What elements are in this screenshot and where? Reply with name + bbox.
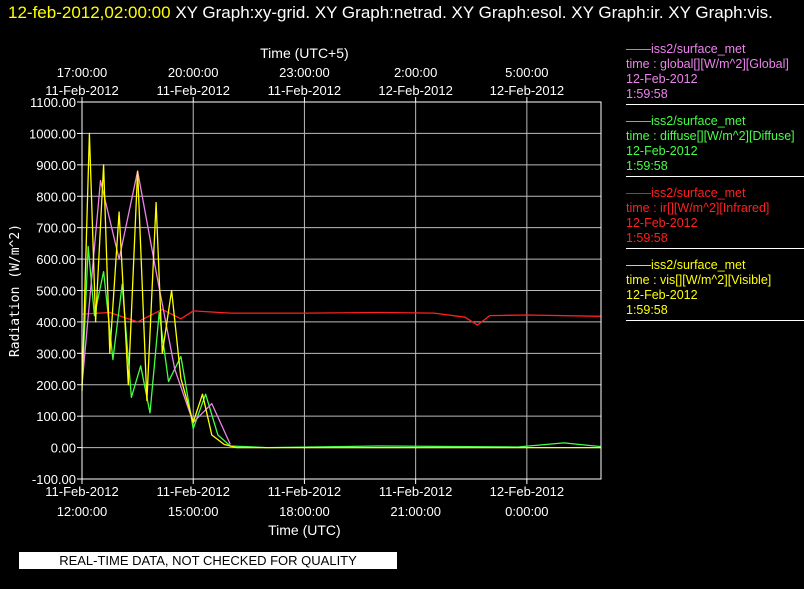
legend-text: ——iss2/surface_met — [626, 42, 746, 56]
top-tick-date: 12-Feb-2012 — [378, 83, 452, 98]
top-tick-time: 23:00:00 — [279, 65, 330, 80]
quality-disclaimer: REAL-TIME DATA, NOT CHECKED FOR QUALITY — [19, 552, 397, 569]
legend-text: 12-Feb-2012 — [626, 216, 698, 230]
top-axis-title: Time (UTC+5) — [260, 45, 349, 61]
legend-entry-2: ——iss2/surface_met time : ir[][W/m^2][Inf… — [626, 186, 804, 249]
legend-separator — [626, 248, 804, 249]
legend-separator — [626, 104, 804, 105]
top-tick-time: 20:00:00 — [168, 65, 219, 80]
y-tick-label: 1000.00 — [29, 126, 76, 141]
legend-text: 12-Feb-2012 — [626, 288, 698, 302]
legend-text: time : vis[][W/m^2][Visible] — [626, 273, 772, 287]
y-tick-label: 700.00 — [36, 221, 76, 236]
bottom-tick-time: 0:00:00 — [505, 504, 548, 519]
legend: ——iss2/surface_met time : global[][W/m^2]… — [626, 42, 804, 330]
legend-separator — [626, 320, 804, 321]
y-tick-label: 900.00 — [36, 158, 76, 173]
series-line-diffuse — [81, 245, 602, 449]
title-datetime: 12-feb-2012,02:00:00 — [8, 3, 171, 22]
plot-frame — [81, 101, 602, 480]
legend-entry-3: ——iss2/surface_met time : vis[][W/m^2][Vi… — [626, 258, 804, 321]
top-tick-time: 5:00:00 — [505, 65, 548, 80]
bottom-tick-date: 11-Feb-2012 — [268, 484, 341, 499]
legend-text: time : global[][W/m^2][Global] — [626, 57, 789, 71]
legend-separator — [626, 176, 804, 177]
y-tick-label: -100.00 — [32, 472, 76, 487]
y-tick-label: 500.00 — [36, 284, 76, 299]
y-tick-label: 300.00 — [36, 346, 76, 361]
bottom-axis-title: Time (UTC) — [268, 522, 341, 538]
series-line-ir — [81, 308, 602, 326]
bottom-tick-date: 12-Feb-2012 — [490, 484, 564, 499]
legend-text: ——iss2/surface_met — [626, 258, 746, 272]
legend-text: 1:59:58 — [626, 231, 668, 245]
y-tick-label: 600.00 — [36, 252, 76, 267]
legend-text: 1:59:58 — [626, 87, 668, 101]
bottom-tick-time: 21:00:00 — [390, 504, 441, 519]
bottom-tick-date: 11-Feb-2012 — [45, 484, 118, 499]
bottom-tick-time: 18:00:00 — [279, 504, 330, 519]
legend-text: ——iss2/surface_met — [626, 114, 746, 128]
legend-text: 1:59:58 — [626, 159, 668, 173]
bottom-tick-time: 12:00:00 — [57, 504, 108, 519]
legend-text: ——iss2/surface_met — [626, 186, 746, 200]
legend-text: time : diffuse[][W/m^2][Diffuse] — [626, 129, 795, 143]
top-tick-time: 2:00:00 — [394, 65, 437, 80]
legend-text: time : ir[][W/m^2][Infrared] — [626, 201, 770, 215]
graph-title: 12-feb-2012,02:00:00 XY Graph:xy-grid. X… — [8, 2, 798, 24]
top-tick-time: 17:00:00 — [57, 65, 108, 80]
legend-text: 12-Feb-2012 — [626, 144, 698, 158]
top-tick-date: 11-Feb-2012 — [45, 83, 118, 98]
legend-text: 1:59:58 — [626, 303, 668, 317]
legend-entry-0: ——iss2/surface_met time : global[][W/m^2]… — [626, 42, 804, 105]
legend-entry-1: ——iss2/surface_met time : diffuse[][W/m^2… — [626, 114, 804, 177]
title-graphs: XY Graph:xy-grid. XY Graph:netrad. XY Gr… — [170, 3, 773, 22]
bottom-tick-date: 11-Feb-2012 — [379, 484, 452, 499]
y-tick-label: 0.00 — [51, 441, 76, 456]
y-tick-label: 800.00 — [36, 189, 76, 204]
top-tick-date: 12-Feb-2012 — [490, 83, 564, 98]
y-tick-label: 1100.00 — [30, 95, 76, 110]
y-tick-label: 100.00 — [36, 409, 76, 424]
legend-text: 12-Feb-2012 — [626, 72, 698, 86]
y-tick-label: 400.00 — [36, 315, 76, 330]
y-tick-label: 200.00 — [36, 378, 76, 393]
bottom-tick-date: 11-Feb-2012 — [156, 484, 229, 499]
gridlines — [82, 102, 601, 479]
top-tick-date: 11-Feb-2012 — [156, 83, 229, 98]
y-axis-title: Radiation (W/m^2) — [8, 224, 23, 357]
bottom-tick-time: 15:00:00 — [168, 504, 219, 519]
axes: 11-Feb-2012 12:00:00 11-Feb-2012 15:00:00 11… — [8, 45, 602, 538]
series-line-vis — [81, 132, 601, 449]
top-tick-date: 11-Feb-2012 — [268, 83, 341, 98]
series-lines — [81, 132, 602, 449]
